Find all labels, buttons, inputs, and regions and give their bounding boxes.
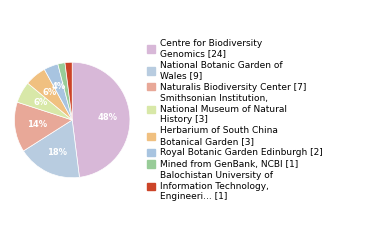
Wedge shape <box>58 63 72 120</box>
Text: 48%: 48% <box>98 113 118 122</box>
Legend: Centre for Biodiversity
Genomics [24], National Botanic Garden of
Wales [9], Nat: Centre for Biodiversity Genomics [24], N… <box>145 37 324 203</box>
Wedge shape <box>14 102 72 151</box>
Wedge shape <box>17 83 72 120</box>
Wedge shape <box>44 64 72 120</box>
Text: 14%: 14% <box>27 120 47 129</box>
Text: 6%: 6% <box>42 88 57 97</box>
Wedge shape <box>24 120 79 178</box>
Text: 6%: 6% <box>34 98 48 107</box>
Wedge shape <box>65 62 72 120</box>
Wedge shape <box>72 62 130 177</box>
Text: 18%: 18% <box>47 148 67 157</box>
Wedge shape <box>28 69 72 120</box>
Text: 4%: 4% <box>52 82 66 91</box>
